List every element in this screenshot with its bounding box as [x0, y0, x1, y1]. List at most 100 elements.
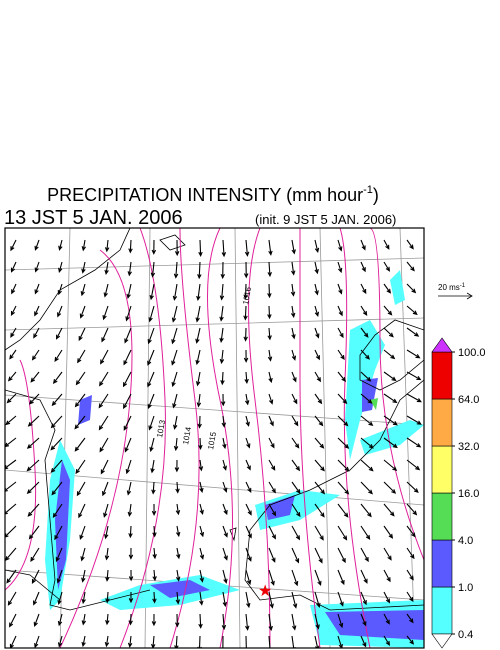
wind-arrow — [268, 503, 277, 517]
wind-arrow — [406, 547, 415, 560]
wind-arrow — [383, 547, 392, 561]
wind-arrow — [149, 437, 155, 453]
wind-arrow — [34, 635, 40, 648]
wind-arrow — [406, 437, 422, 448]
wind-arrow — [34, 261, 40, 273]
wind-arrow — [406, 393, 422, 403]
wind-arrow — [5, 547, 17, 561]
wind-arrow — [245, 547, 252, 562]
wind-arrow — [123, 393, 132, 410]
wind-arrow — [267, 261, 272, 278]
wind-arrow — [30, 547, 40, 562]
isobar-label: 1013 — [155, 419, 167, 439]
wind-arrow — [124, 437, 132, 453]
valid-time: 13 JST 5 JAN. 2006 — [4, 207, 183, 229]
wind-arrow — [383, 261, 391, 272]
wind-arrow — [52, 371, 63, 385]
wind-arrow — [337, 415, 349, 427]
wind-arrow — [337, 239, 343, 252]
wind-arrow — [383, 525, 394, 539]
wind-arrow — [81, 239, 87, 252]
wind-arrow — [383, 481, 397, 494]
wind-arrow — [290, 283, 296, 297]
wind-arrow — [314, 525, 324, 541]
wind-arrow — [173, 415, 178, 430]
wind-arrow — [175, 503, 181, 516]
isobars — [5, 228, 424, 648]
wind-arrow — [6, 393, 17, 404]
graticule — [5, 228, 424, 648]
wind-arrow — [360, 283, 367, 295]
wind-arrow — [337, 481, 350, 495]
wind-arrow — [50, 459, 63, 473]
wind-arrow — [383, 327, 394, 338]
wind-arrow — [104, 261, 109, 275]
wind-arrow — [406, 327, 420, 337]
wind-arrow — [79, 305, 86, 319]
wind-arrow — [314, 393, 323, 405]
wind-arrow — [195, 371, 201, 387]
wind-arrow — [314, 459, 325, 472]
wind-vectors — [5, 239, 422, 648]
wind-arrow — [268, 613, 273, 632]
wind-arrow — [78, 503, 86, 519]
wind-arrow — [125, 459, 132, 475]
wind-arrow — [9, 635, 17, 648]
wind-arrow — [406, 283, 417, 294]
wind-arrow — [337, 327, 344, 339]
wind-arrow — [337, 569, 345, 586]
wind-arrow — [152, 525, 157, 538]
wind-arrow — [383, 349, 396, 360]
wind-arrow — [406, 459, 421, 471]
wind-arrow — [33, 327, 40, 339]
wind-arrow — [220, 371, 225, 386]
wind-arrow — [27, 503, 40, 517]
wind-arrow — [291, 481, 301, 495]
wind-arrow — [268, 415, 274, 427]
wind-arrow — [314, 591, 321, 609]
wind-arrow — [406, 261, 415, 272]
wind-arrow — [245, 503, 252, 516]
wind-arrow — [267, 305, 272, 320]
colorbar-label: 64.0 — [458, 394, 479, 406]
wind-arrow — [337, 283, 343, 295]
wind-arrow — [104, 547, 110, 561]
wind-arrow — [174, 239, 180, 257]
wind-arrow — [360, 525, 371, 540]
wind-arrow — [31, 349, 40, 361]
wind-arrow — [360, 415, 374, 427]
wind-arrow — [54, 349, 63, 362]
wind-arrow — [268, 525, 276, 540]
wind-arrow — [122, 371, 132, 388]
wind-arrow — [221, 613, 227, 631]
wind-arrow — [406, 591, 414, 603]
wind-scale-arrow — [438, 292, 473, 300]
wind-arrow — [314, 415, 324, 427]
wind-arrow — [198, 613, 203, 629]
wind-arrow — [74, 415, 86, 430]
wind-arrow — [7, 591, 17, 606]
wind-arrow — [337, 525, 348, 541]
wind-arrow — [99, 371, 109, 387]
wind-arrow — [245, 591, 251, 609]
wind-arrow — [56, 327, 63, 340]
wind-arrow — [171, 327, 178, 345]
wind-arrow — [172, 393, 178, 409]
wind-arrow — [34, 239, 40, 251]
wind-arrow — [337, 349, 345, 361]
wind-arrow — [314, 547, 323, 564]
wind-arrow — [105, 613, 110, 626]
wind-arrow — [337, 305, 343, 317]
colorbar-label: 1.0 — [458, 582, 473, 594]
wind-arrow — [127, 503, 133, 517]
wind-arrow — [123, 349, 132, 366]
wind-arrow — [291, 591, 298, 609]
wind-arrow — [58, 261, 63, 273]
wind-arrow — [81, 569, 86, 583]
wind-arrow — [173, 437, 179, 452]
wind-arrow — [360, 547, 369, 563]
wind-arrow — [80, 283, 86, 297]
wind-arrow — [123, 415, 132, 431]
wind-arrow — [268, 437, 275, 449]
wind-arrow — [221, 239, 227, 258]
